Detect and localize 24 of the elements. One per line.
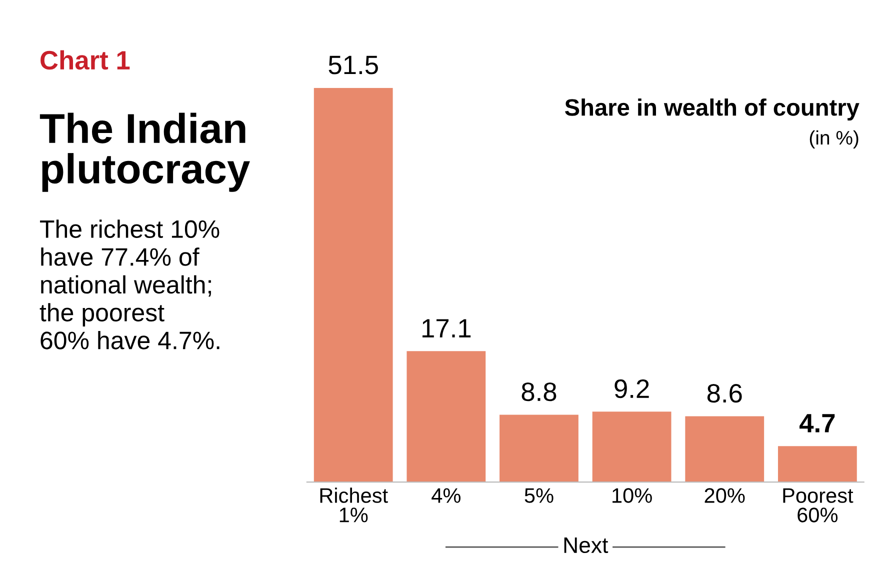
data-label: 17.1 <box>422 319 471 338</box>
text: The Indian plutocracy <box>40 112 250 192</box>
caption: Chart 1 <box>40 50 130 70</box>
bar <box>592 412 672 482</box>
bar <box>500 414 578 482</box>
x-tick-label: 5% <box>524 488 554 503</box>
x-tick-label: Poorest 60% <box>783 488 854 522</box>
x-tick-label: 4% <box>432 488 460 503</box>
bar <box>778 446 857 482</box>
bar <box>314 88 393 482</box>
data-label: 8.6 <box>707 384 742 403</box>
x-tick-label: 20% <box>704 488 745 503</box>
text: The richest 10% have 77.4% of national wealth; the poorest 60% have 4.7%. <box>40 220 220 350</box>
data-label: 9.2 <box>614 379 649 398</box>
annotation: (in %) <box>810 130 858 149</box>
text: Next <box>564 538 608 554</box>
data-label: 8.8 <box>522 382 556 402</box>
data-label: 4.7 <box>799 414 835 432</box>
x-tick-label: 10% <box>612 488 652 503</box>
bar <box>685 416 764 482</box>
bar <box>406 351 486 482</box>
data-label: 51.5 <box>328 56 378 74</box>
x-tick-label: Richest 1% <box>320 488 388 522</box>
y-axis-title: Share in wealth of country <box>564 98 860 120</box>
